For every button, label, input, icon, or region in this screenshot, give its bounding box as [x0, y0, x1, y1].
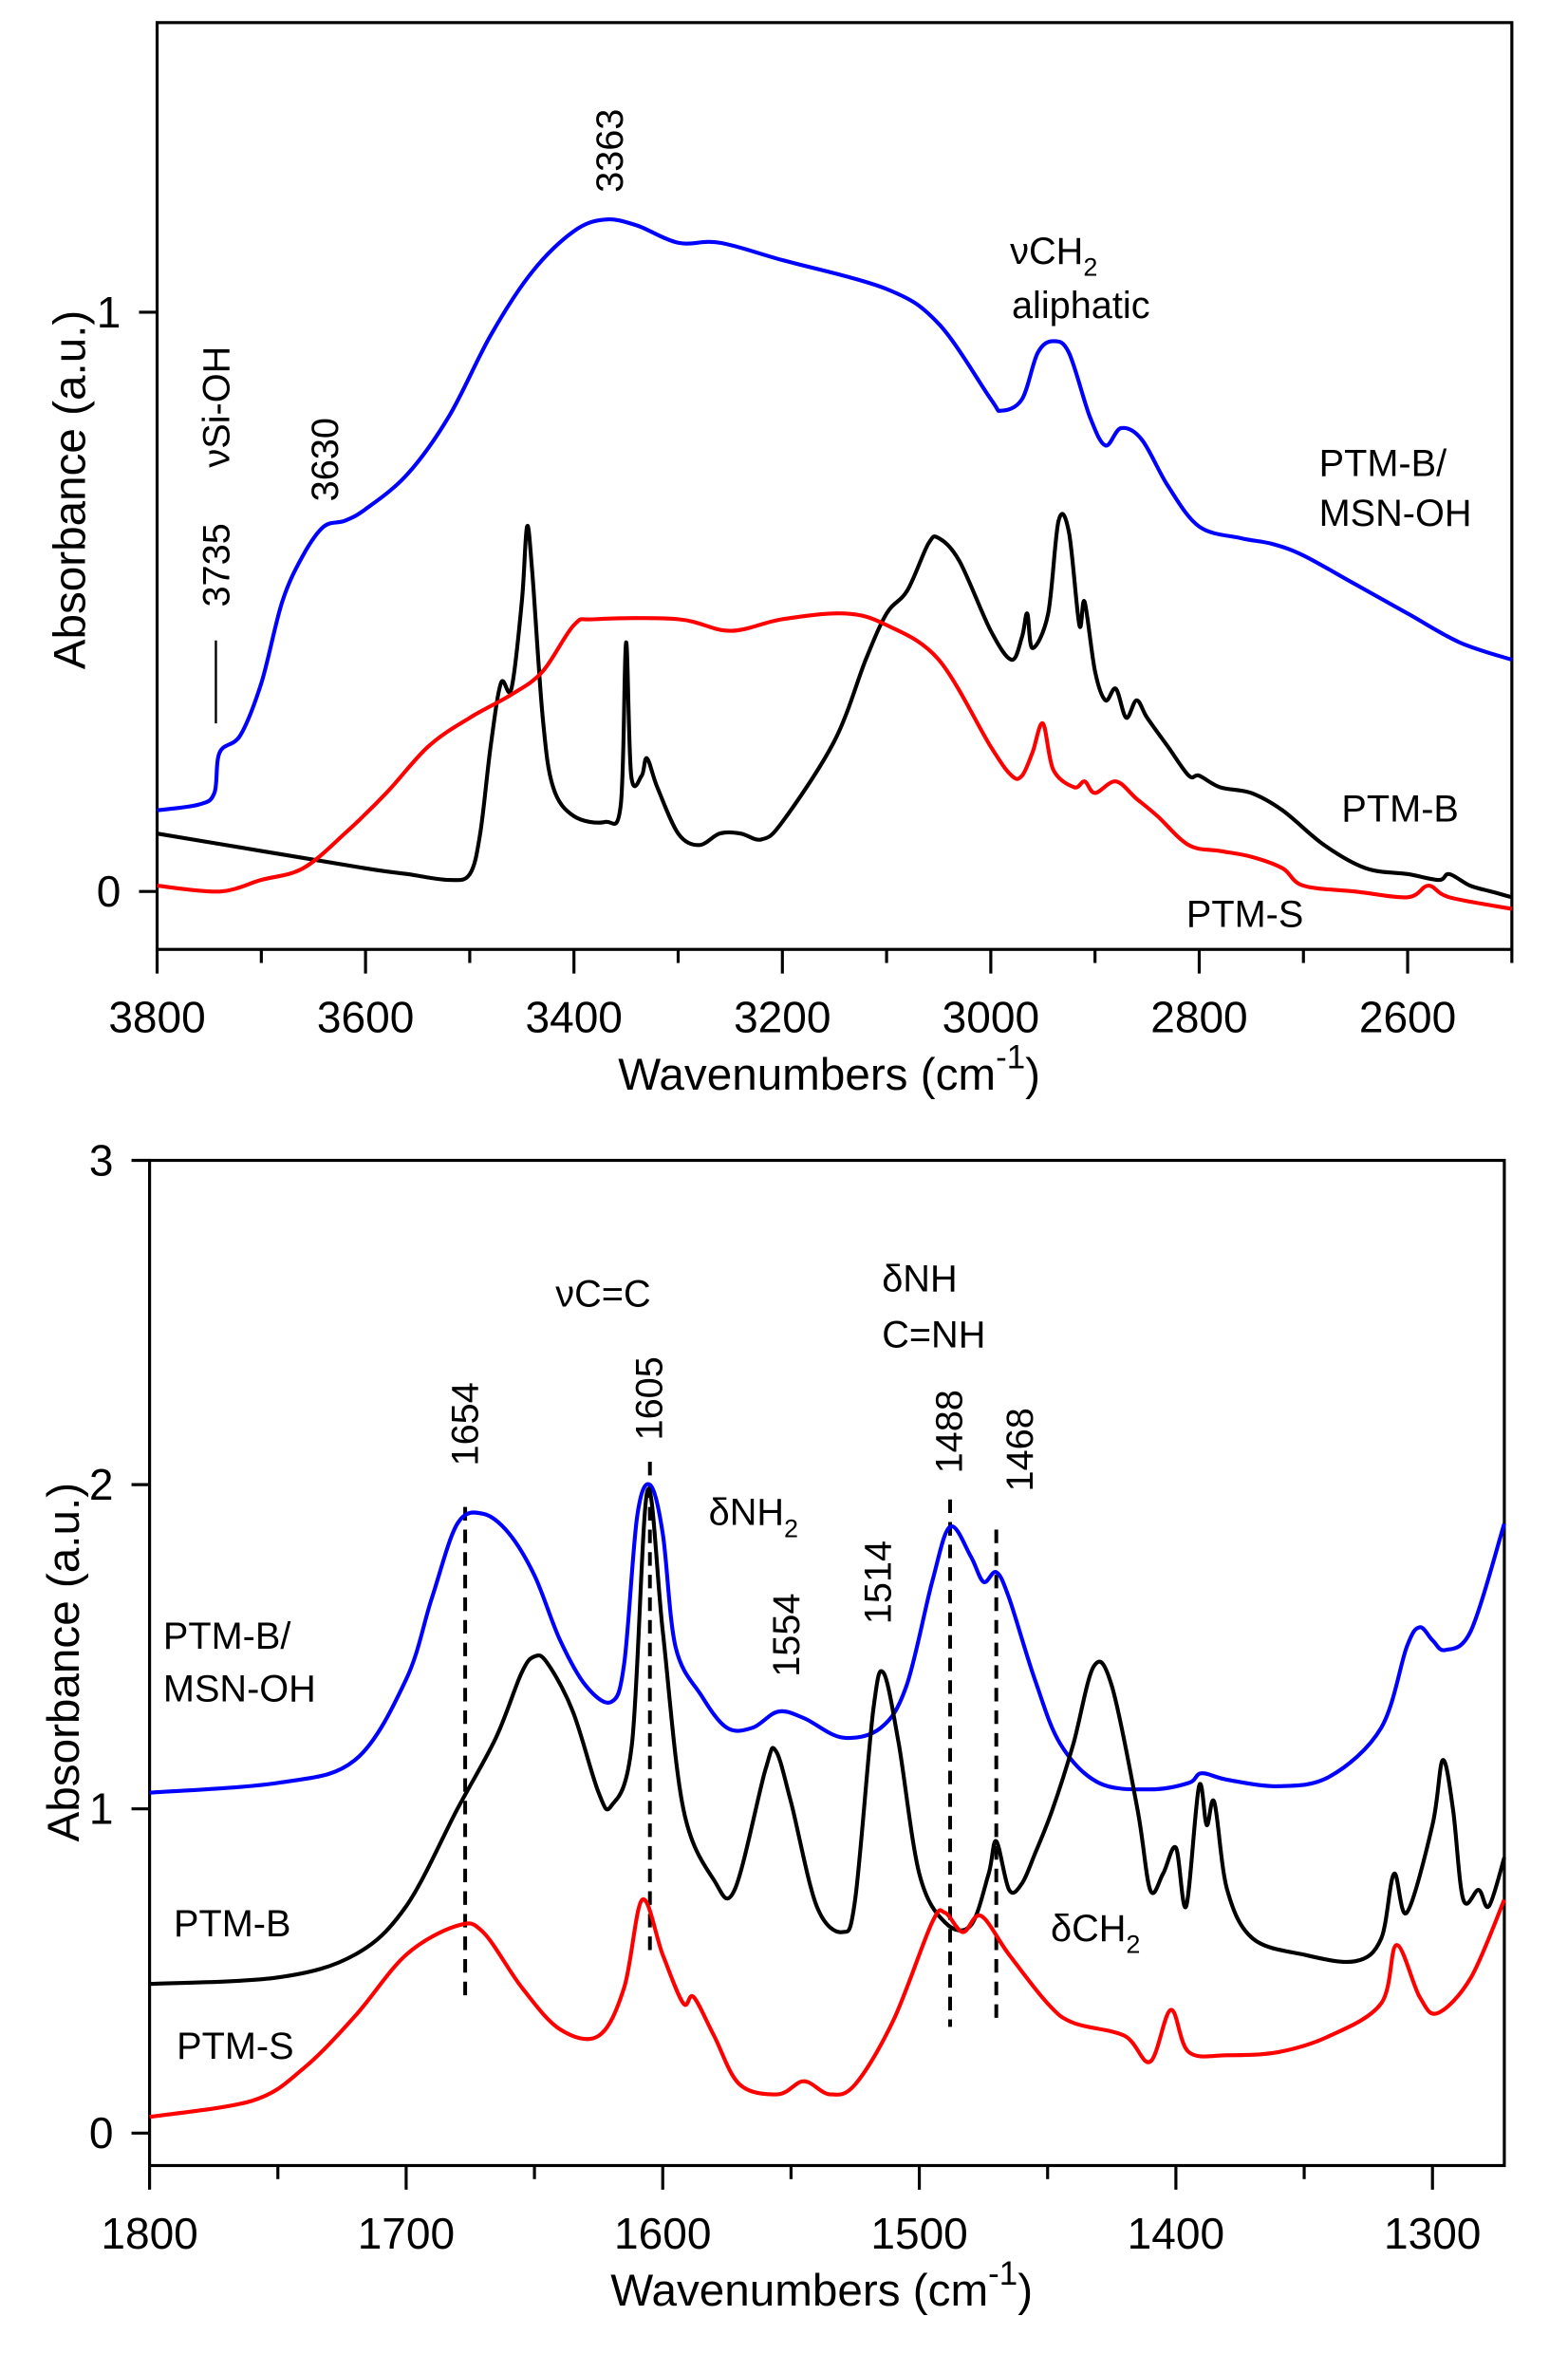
top-plot-frame: [155, 21, 1514, 951]
annotation-dch2: δCH2: [1051, 1908, 1140, 1959]
x-tick-label: 3000: [943, 993, 1039, 1042]
y-tick-label: 3: [89, 1135, 114, 1185]
top-ylabel: Absorbance (a.u.): [45, 310, 95, 670]
x-tick-label: 1600: [614, 2209, 711, 2258]
annotation-3363: 3363: [589, 109, 631, 193]
annotation-1554: 1554: [766, 1593, 808, 1676]
y-tick-label: 1: [97, 288, 121, 337]
annotation-aliphatic: aliphatic: [1012, 285, 1150, 327]
legend-ptmb-msn-2: MSN-OH: [163, 1668, 316, 1709]
series-ptm-b: [149, 1486, 1506, 1987]
annotation-3735: 3735: [196, 523, 238, 607]
y-tick-label: 1: [89, 1784, 114, 1834]
bottom-plot-frame: [148, 1158, 1506, 2168]
annotation-vcc: νC=C: [555, 1274, 650, 1316]
x-tick-label: 1800: [101, 2209, 197, 2258]
series-ptm-s: [157, 611, 1513, 911]
x-tick-label: 3400: [525, 993, 622, 1042]
series-ptm-b-msn-oh: [149, 1482, 1506, 1795]
top-panel: 3800 3600 3400 3200 3000 2800 2600 0 1 Wavenumbe…: [45, 21, 1514, 1100]
legend-ptmb-msn-1: PTM-B/: [1319, 443, 1447, 485]
legend-ptmb: PTM-B: [1341, 788, 1458, 830]
x-tick-label: 2600: [1359, 993, 1456, 1042]
series-ptm-s: [149, 1897, 1506, 2120]
top-xlabel: Wavenumbers (cm-1): [618, 1039, 1040, 1100]
annotation-3630: 3630: [305, 418, 346, 501]
annotation-1654: 1654: [445, 1382, 487, 1466]
annotation-1488: 1488: [928, 1390, 970, 1473]
bottom-xlabel: Wavenumbers (cm-1): [610, 2255, 1033, 2316]
x-tick-label: 1300: [1384, 2209, 1481, 2258]
annotation-dnh2: δNH2: [709, 1492, 798, 1543]
x-tick-label: 1400: [1128, 2209, 1224, 2258]
x-tick-label: 2800: [1150, 993, 1247, 1042]
y-tick-label: 2: [89, 1460, 114, 1509]
series-ptm-b: [157, 512, 1513, 900]
x-tick-label: 3800: [108, 993, 205, 1042]
annotation-1605: 1605: [628, 1356, 670, 1440]
bottom-ylabel: Absorbance (a.u.): [39, 1483, 89, 1842]
legend-ptms: PTM-S: [1186, 893, 1303, 935]
x-tick-label: 1500: [870, 2209, 967, 2258]
y-tick-label: 0: [89, 2108, 114, 2157]
series-ptm-b-msn-oh: [157, 217, 1513, 812]
annotation-1468: 1468: [999, 1408, 1041, 1491]
x-tick-label: 3600: [317, 993, 414, 1042]
x-tick-label: 3200: [734, 993, 831, 1042]
legend-ptms: PTM-S: [177, 2026, 293, 2067]
annotation-1514: 1514: [858, 1541, 900, 1624]
annotation-vch2: νCH2: [1010, 231, 1097, 282]
legend-ptmb: PTM-B: [174, 1903, 290, 1945]
annotation-dnh: δNH: [882, 1259, 957, 1300]
legend-ptmb-msn-1: PTM-B/: [163, 1616, 291, 1657]
annotation-cnh: C=NH: [882, 1314, 985, 1355]
annotation-vsioh: νSi-OH: [196, 346, 238, 468]
y-tick-label: 0: [97, 867, 121, 916]
x-tick-label: 1700: [358, 2209, 455, 2258]
legend-ptmb-msn-2: MSN-OH: [1319, 493, 1472, 534]
bottom-panel: 1800 1700 1600 1500 1400 1300 0 1 2 3 Wavenumbers…: [39, 1135, 1506, 2316]
